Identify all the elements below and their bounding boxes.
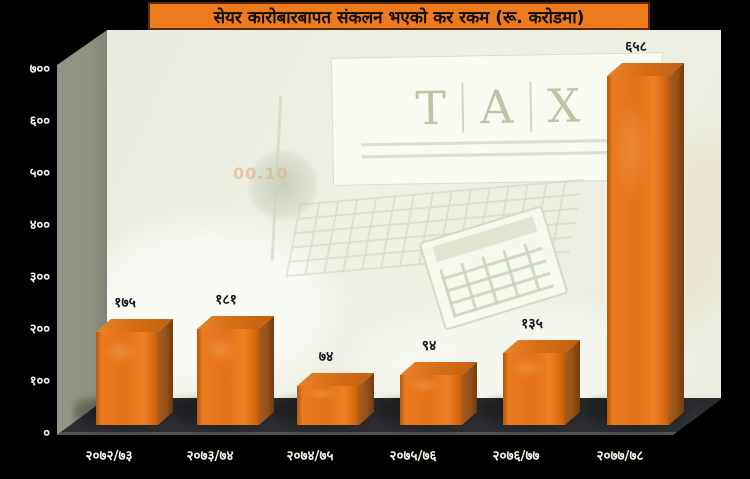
bar-column-top bbox=[297, 373, 374, 386]
bar-value-label: १७५ bbox=[114, 295, 136, 311]
plot-floor-edge bbox=[57, 432, 677, 435]
calculator-icon bbox=[418, 205, 569, 331]
y-tick-label: ७०० bbox=[29, 62, 50, 77]
bar-column-top bbox=[400, 362, 477, 375]
y-tick-label: ४०० bbox=[29, 218, 50, 233]
y-tick-label: ३०० bbox=[29, 270, 50, 285]
bar-column bbox=[607, 76, 669, 425]
form-line bbox=[361, 138, 636, 147]
y-tick-label: ० bbox=[43, 426, 50, 441]
y-tick-label: ६०० bbox=[29, 114, 50, 129]
bar-column bbox=[503, 353, 565, 425]
bar-value-label: १३५ bbox=[521, 316, 543, 332]
tax-letter-x: X bbox=[528, 79, 597, 133]
bar-value-label: ९४ bbox=[421, 338, 437, 354]
x-tick-label: २०७६/७७ bbox=[492, 448, 540, 464]
calculator-keys bbox=[439, 239, 555, 318]
calculator-display bbox=[432, 216, 538, 263]
tax-letter-t: T bbox=[414, 80, 447, 136]
bar-column-side bbox=[462, 362, 477, 425]
bar-column-side bbox=[359, 373, 374, 425]
bar-column-top bbox=[607, 63, 684, 76]
faded-cup-icon bbox=[247, 148, 319, 222]
bar-column bbox=[400, 375, 462, 425]
keyboard-icon bbox=[285, 178, 584, 278]
tax-letter-a: A bbox=[461, 80, 530, 134]
y-tick-label: ५०० bbox=[29, 166, 50, 181]
bar-column-top bbox=[503, 340, 580, 353]
bar-column-top bbox=[197, 316, 274, 329]
x-tick-label: २०७३/७४ bbox=[186, 448, 234, 464]
x-tick-label: २०७२/७३ bbox=[85, 448, 133, 464]
bar-value-label: १८१ bbox=[215, 292, 237, 308]
bar-column bbox=[197, 329, 259, 425]
bar-column bbox=[297, 386, 359, 425]
x-tick-label: २०७४/७५ bbox=[286, 448, 334, 464]
chart-title: सेयर कारोबारबापत संकलन भएको कर रकम (रू. … bbox=[148, 2, 650, 30]
bar-value-label: ६५८ bbox=[625, 39, 647, 55]
x-tick-label: २०७५/७६ bbox=[389, 448, 437, 464]
y-tick-label: १०० bbox=[29, 374, 50, 389]
bar-column-side bbox=[158, 319, 173, 425]
form-line bbox=[361, 150, 636, 159]
bar-column-side bbox=[669, 63, 684, 425]
bar-column-side bbox=[565, 340, 580, 425]
y-tick-label: २०० bbox=[29, 322, 50, 337]
bar-column-side bbox=[259, 316, 274, 425]
pen-icon bbox=[270, 96, 283, 261]
x-tick-label: २०७७/७८ bbox=[596, 448, 644, 464]
bar-column-top bbox=[96, 319, 173, 332]
faded-number-text: 00.10 bbox=[233, 164, 289, 183]
bar-column bbox=[96, 332, 158, 425]
bar-value-label: ७४ bbox=[318, 349, 334, 365]
